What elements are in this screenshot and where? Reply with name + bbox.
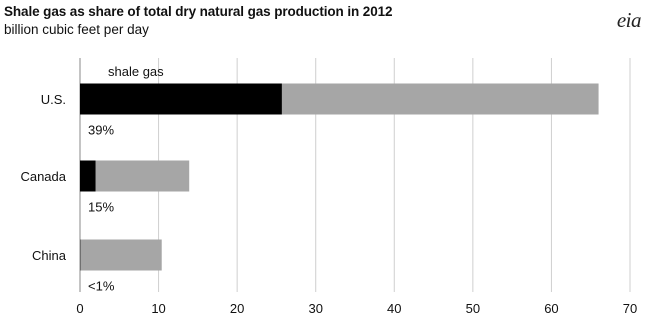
category-label: China (32, 248, 67, 263)
chart-title: Shale gas as share of total dry natural … (4, 4, 393, 19)
x-tick-label: 60 (544, 301, 558, 316)
category-label: Canada (20, 169, 66, 184)
share-label: 15% (88, 200, 114, 215)
bar-other (95, 160, 190, 192)
x-tick-label: 50 (466, 301, 480, 316)
bar-other (281, 83, 599, 115)
x-tick-label: 70 (623, 301, 637, 316)
bar-shale (80, 83, 282, 115)
x-tick-label: 0 (76, 301, 83, 316)
eia-logo: eia (616, 8, 642, 32)
x-tick-label: 30 (308, 301, 322, 316)
share-label: 39% (88, 123, 114, 138)
bars (80, 83, 599, 271)
x-ticks: 0 10 20 30 40 50 60 70 (76, 301, 637, 316)
chart-subtitle: billion cubic feet per day (4, 22, 149, 37)
labels: U.S. 39% Canada 15% China <1% shale gas (20, 64, 164, 294)
x-tick-label: 40 (387, 301, 401, 316)
x-tick-label: 10 (151, 301, 165, 316)
category-label: U.S. (41, 92, 66, 107)
bar-other (80, 239, 162, 271)
share-label: <1% (88, 279, 115, 294)
bar-shale (80, 160, 96, 192)
x-tick-label: 20 (230, 301, 244, 316)
series-label-shale-gas: shale gas (108, 64, 164, 79)
